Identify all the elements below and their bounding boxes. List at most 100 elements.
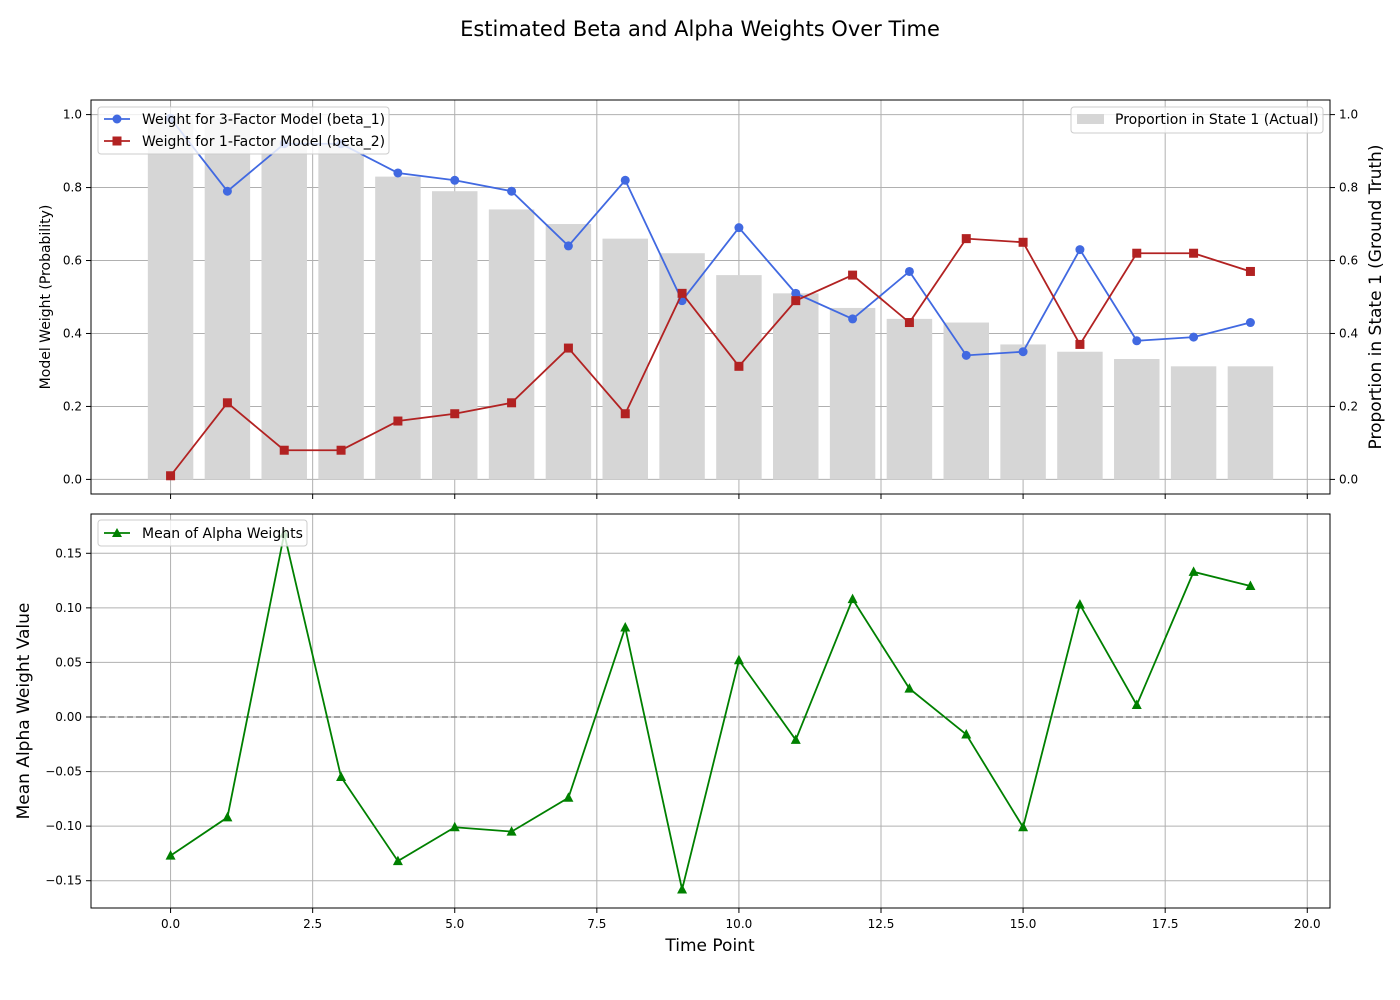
y-tick-label: 0.4: [63, 326, 82, 340]
beta1-point: [904, 266, 914, 276]
alpha-point: [847, 593, 858, 604]
alpha-point: [1131, 699, 1142, 709]
state1-bar: [1114, 359, 1160, 480]
y-tick-label: 1.0: [63, 108, 82, 122]
beta1-point: [393, 168, 403, 178]
state1-bar: [1057, 351, 1103, 480]
beta1-point: [961, 350, 971, 360]
bottom-y-label: Mean Alpha Weight Value: [14, 603, 34, 820]
legend-bars-label: Proportion in State 1 (Actual): [1115, 112, 1319, 128]
beta1-point: [1018, 347, 1028, 357]
y-tick-label: 0.15: [55, 546, 82, 560]
beta2-point: [904, 318, 914, 328]
beta2-point: [1189, 248, 1199, 258]
beta2-point: [1018, 237, 1028, 247]
top-left-legend: Weight for 3-Factor Model (beta_1) Weigh…: [97, 106, 390, 155]
state1-bar: [488, 209, 535, 480]
beta1-point: [1075, 245, 1085, 255]
bottom-grid: [91, 514, 1330, 908]
state1-bar: [1000, 344, 1046, 480]
y2-tick-label: 0.2: [1339, 399, 1358, 413]
alpha-point: [449, 821, 460, 832]
alpha-point: [904, 683, 915, 693]
top-axes-frame: [90, 99, 1331, 495]
state1-bar: [1227, 366, 1274, 480]
beta1-point: [848, 314, 858, 324]
alpha-point: [790, 734, 801, 744]
beta1-point: [563, 241, 573, 251]
beta2-point: [450, 409, 460, 419]
alpha-point: [392, 855, 403, 866]
beta2-point: [791, 296, 801, 306]
y-tick-label: 0.00: [55, 710, 82, 724]
alpha-point: [961, 728, 972, 739]
y2-tick-label: 0.6: [1339, 254, 1358, 268]
state1-bar: [602, 238, 648, 480]
beta2-point: [1245, 266, 1255, 276]
beta2-point: [393, 416, 403, 426]
state1-bar: [147, 118, 194, 480]
state1-bar: [432, 191, 478, 480]
legend-beta2-marker: [112, 136, 122, 146]
beta1-point: [1132, 336, 1142, 346]
alpha-line: [170, 533, 1251, 890]
state1-bar: [886, 318, 933, 480]
x-tick-label: 20.0: [1294, 917, 1321, 931]
beta2-point: [507, 398, 517, 408]
legend-beta1-marker: [112, 114, 122, 124]
legend-box: [97, 519, 308, 547]
alpha-point: [620, 622, 631, 632]
beta2-point: [848, 270, 858, 280]
y2-tick-label: 0.0: [1339, 472, 1358, 486]
beta1-point: [734, 223, 744, 233]
y2-tick-label: 0.8: [1339, 181, 1358, 195]
y-tick-label: 0.0: [63, 472, 82, 486]
bottom-panel: 0.0 2.5 5.0 7.5 10.0 12.5 15.0 17.5 20.0 −0.15−0…: [14, 513, 1331, 956]
top-y2-ticks: 0.0 0.2 0.4 0.6 0.8 1.0: [1330, 108, 1358, 486]
state1-bar: [943, 322, 989, 480]
alpha-point: [1245, 580, 1256, 591]
beta2-point: [1132, 248, 1142, 258]
beta2-point: [677, 288, 687, 298]
y-tick-label: 0.10: [55, 601, 82, 615]
beta2-point: [1075, 339, 1085, 349]
legend-bars-swatch: [1077, 114, 1104, 124]
x-tick-label: 15.0: [1010, 917, 1037, 931]
legend-box: [1070, 106, 1324, 134]
y2-tick-label: 1.0: [1339, 108, 1358, 122]
alpha-point: [506, 826, 517, 836]
alpha-point: [733, 654, 744, 665]
bottom-legend: Mean of Alpha Weights: [97, 519, 308, 547]
alpha-point: [222, 811, 233, 822]
alpha-point: [563, 792, 574, 802]
y-tick-label: −0.10: [45, 819, 82, 833]
x-tick-label: 12.5: [868, 917, 895, 931]
legend-alpha-marker: [112, 528, 122, 537]
bottom-axes-frame: [90, 513, 1331, 909]
state1-bar: [318, 143, 364, 480]
y2-tick-label: 0.4: [1339, 326, 1358, 340]
beta1-point: [450, 175, 460, 185]
legend-beta1-label: Weight for 3-Factor Model (beta_1): [142, 112, 385, 128]
beta1-point: [507, 186, 517, 196]
beta1-point: [1189, 332, 1199, 342]
top-y-ticks: 0.0 0.2 0.4 0.6 0.8 1.0: [63, 108, 91, 486]
bottom-y-ticks: −0.15 −0.10 −0.05 0.00 0.05 0.10 0.15: [45, 546, 91, 888]
figure-title: Estimated Beta and Alpha Weights Over Ti…: [460, 17, 940, 41]
state1-bar: [204, 118, 251, 480]
legend-alpha-label: Mean of Alpha Weights: [142, 526, 303, 542]
beta2-point: [620, 409, 630, 419]
top-right-legend: Proportion in State 1 (Actual): [1070, 106, 1324, 134]
x-tick-label: 0.0: [161, 917, 180, 931]
beta1-point: [791, 288, 801, 298]
state1-bar: [375, 176, 421, 480]
beta1-point: [1245, 318, 1255, 328]
x-axis-label: Time Point: [664, 936, 755, 956]
y-tick-label: 0.8: [63, 181, 82, 195]
beta2-point: [961, 234, 971, 244]
state1-bar: [1170, 366, 1217, 480]
top-y-label: Model Weight (Probability): [38, 205, 54, 390]
y-tick-label: 0.2: [63, 399, 82, 413]
alpha-point: [165, 850, 176, 860]
